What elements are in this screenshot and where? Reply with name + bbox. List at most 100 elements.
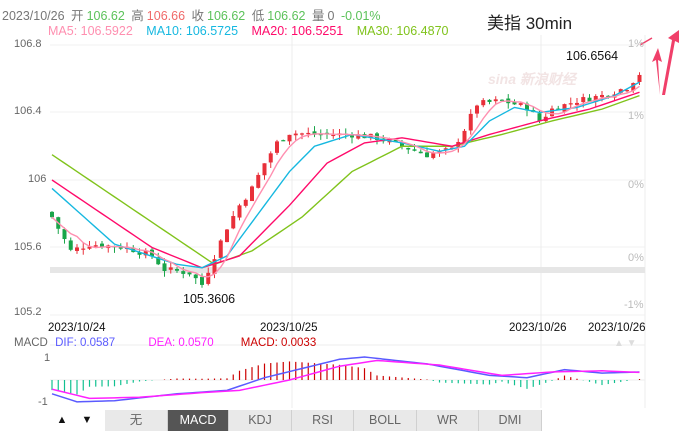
candle-down [406, 147, 411, 150]
macd-value: MACD: 0.0033 [240, 337, 317, 349]
candle-up [637, 74, 642, 82]
candle-up [462, 130, 467, 143]
candle-down [412, 149, 417, 151]
candle-up [212, 259, 217, 274]
candle-down [200, 276, 204, 285]
candle-down [187, 272, 192, 275]
high-value: 106.66 [146, 9, 186, 23]
low-value: 106.62 [267, 9, 306, 23]
candle-up [268, 153, 273, 163]
candle-up [300, 133, 304, 135]
quote-date: 2023/10/26 [2, 9, 65, 23]
candle-up [562, 104, 567, 112]
candle-up [356, 134, 361, 139]
candle-down [175, 269, 179, 271]
candle-up [75, 247, 79, 251]
tab-wr[interactable]: WR [417, 410, 479, 431]
watermark-logo: sina 新浪财经 [488, 71, 578, 87]
candle-down [500, 99, 504, 101]
chart-title: 美指 30min [487, 14, 573, 33]
candle-up [250, 186, 254, 202]
candle-down [400, 142, 404, 147]
macd-label: MACD [14, 337, 48, 349]
pct-tick: -1% [624, 299, 644, 311]
candle-down [50, 211, 54, 218]
candle-down [62, 229, 67, 240]
ma5-line [51, 85, 640, 278]
candle-up [625, 90, 629, 92]
base-band [50, 267, 645, 273]
candle-up [581, 97, 586, 103]
candle-up [93, 245, 98, 247]
tab-boll[interactable]: BOLL [354, 410, 417, 431]
candle-down [512, 101, 517, 105]
candle-down [162, 263, 167, 271]
dea-value: DEA: 0.0570 [148, 337, 214, 349]
tab-none[interactable]: 无 [105, 410, 168, 431]
candle-up [81, 248, 86, 250]
candle-down [418, 151, 423, 154]
volume-value: 0 [327, 9, 335, 23]
candle-down [606, 95, 611, 98]
ma30-value: MA30: 106.4870 [356, 24, 449, 38]
tab-macd[interactable]: MACD [168, 410, 229, 431]
date-label: 2023/10/24 [48, 322, 106, 334]
candle-up [143, 250, 148, 256]
candle-up [568, 103, 573, 105]
candle-up [431, 153, 436, 158]
candle-down [156, 257, 161, 265]
date-label: 2023/10/26 [509, 322, 567, 334]
candle-up [287, 134, 292, 142]
pct-tick: 1% [628, 110, 644, 122]
quote-header: 2023/10/26 开 106.62 高 106.66 收 106.62 低 106.… [2, 5, 384, 24]
candle-up [237, 205, 242, 218]
low-label: 低 [251, 9, 265, 23]
candle-down [68, 240, 73, 250]
move-up-button[interactable]: ▲ [56, 414, 68, 426]
date-label: 2023/10/26 [588, 322, 646, 334]
candle-down [281, 140, 286, 142]
candle-down [150, 249, 154, 257]
ma10-value: MA10: 106.5725 [146, 24, 239, 38]
candle-down [312, 131, 317, 135]
volume-label: 量 [311, 9, 325, 23]
candle-down [100, 243, 104, 248]
move-down-button[interactable]: ▼ [81, 414, 93, 426]
candle-up [468, 113, 473, 131]
max-price-label: 106.6564 [566, 49, 619, 63]
dea-line [51, 359, 640, 400]
candle-up [618, 89, 623, 93]
candle-up [593, 96, 598, 102]
candle-up [231, 216, 236, 229]
high-label: 高 [131, 9, 144, 23]
candle-up [331, 134, 336, 137]
ma5-value: MA5: 106.5922 [48, 24, 133, 38]
change-percent: -0.01% [340, 9, 381, 23]
candle-up [631, 83, 636, 91]
candle-up [600, 94, 604, 98]
date-label: 2023/10/25 [260, 322, 318, 334]
tab-kdj[interactable]: KDJ [229, 410, 292, 431]
candle-up [443, 148, 448, 150]
candle-down [318, 134, 323, 136]
macd-tick: -1 [38, 396, 48, 408]
candle-down [393, 139, 398, 142]
price-tick: 106 [28, 173, 47, 185]
open-value: 106.62 [86, 9, 125, 23]
candle-down [193, 274, 198, 279]
close-label: 收 [191, 9, 205, 23]
scroll-arrows[interactable]: ▲ ▼ [614, 338, 637, 349]
ma-legend: MA5: 106.5922 MA10: 106.5725 MA20: 106.5… [48, 24, 459, 38]
tab-rsi[interactable]: RSI [292, 410, 354, 431]
ma10-line [51, 81, 640, 269]
candle-down [181, 271, 186, 274]
ma30-line [51, 94, 640, 266]
min-price-label: 105.3606 [183, 292, 236, 306]
pct-tick: 1% [628, 38, 644, 50]
tab-dmi[interactable]: DMI [479, 410, 542, 431]
candle-up [550, 108, 554, 117]
candle-up [206, 272, 211, 284]
candle-down [350, 134, 354, 138]
pct-tick: 0% [628, 179, 644, 191]
